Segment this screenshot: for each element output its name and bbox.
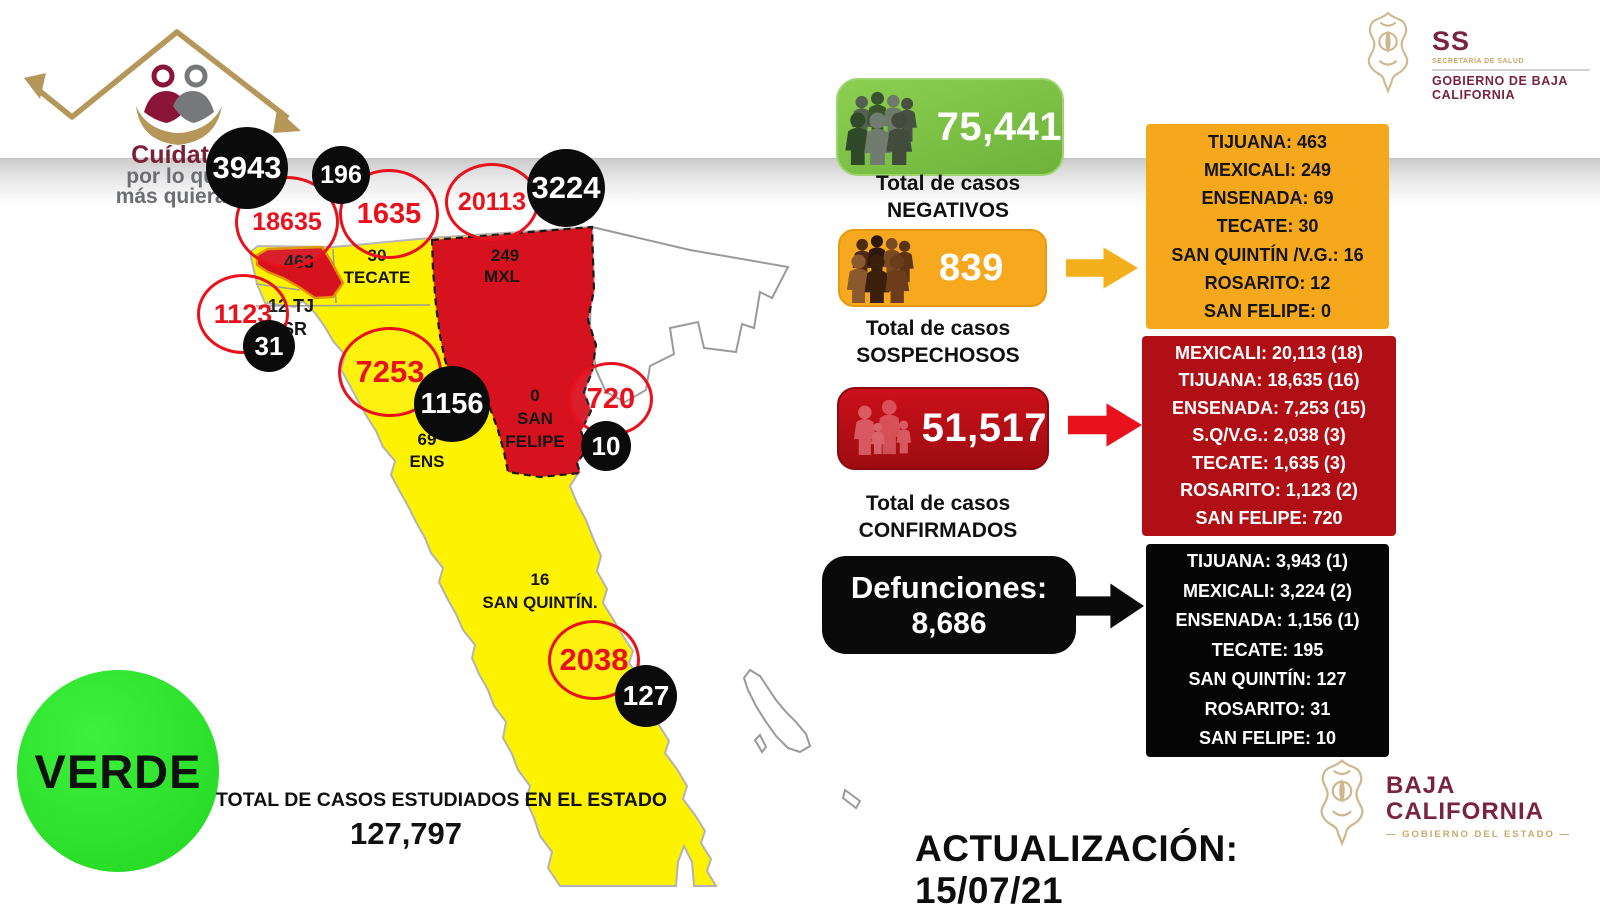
islet-fragment — [753, 733, 768, 754]
people-hands-icon — [136, 64, 222, 145]
badge-deaths-san-quintin: 127 — [615, 665, 677, 727]
ss-gov: GOBIERNO DE BAJA CALIFORNIA — [1432, 74, 1568, 102]
detail-line: SAN QUINTÍN /V.G.: 16 — [1171, 244, 1364, 265]
label-ensenada: ENS — [409, 452, 445, 471]
cuidate-subtitle-1: por lo que — [126, 165, 228, 188]
confirmados-label-1: Total de casos — [865, 492, 1011, 515]
badge-deaths-san-felipe: 10 — [581, 421, 631, 471]
badge-confirmed-mexicali: 20113 — [445, 163, 539, 241]
negativos-label: Total de casos NEGATIVOS — [836, 170, 1060, 224]
detail-line: SAN QUINTÍN: 127 — [1188, 669, 1347, 690]
ss-logo-text: SS SECRETARÍA DE SALUD GOBIERNO DE BAJA … — [1432, 26, 1600, 102]
sospechosos-label: Total de casos SOSPECHOSOS — [826, 315, 1050, 369]
studied-total: TOTAL DE CASOS ESTUDIADOS EN EL ESTADO 1… — [216, 789, 668, 852]
detail-line: TECATE: 195 — [1211, 639, 1324, 660]
region-mexicali-red — [430, 225, 598, 479]
crowd-icon-negativos — [845, 91, 917, 165]
detail-line: SAN FELIPE: 0 — [1203, 301, 1332, 321]
detail-line: TIJUANA: 3,943 (1) — [1186, 551, 1349, 572]
defunciones-label: Defunciones: — [850, 570, 1048, 605]
detail-line: ROSARITO: 31 — [1204, 698, 1331, 719]
detail-line: ROSARITO: 12 — [1204, 272, 1331, 293]
state-crest-icon — [1320, 759, 1364, 845]
sospechosos-label-2: SOSPECHOSOS — [856, 344, 1020, 367]
family-icon-confirmados — [853, 399, 912, 455]
semaforo-label: VERDE — [34, 744, 202, 798]
detail-line: MEXICALI: 249 — [1203, 159, 1332, 180]
update-date: ACTUALIZACIÓN: 15/07/21 — [915, 828, 1239, 904]
detail-line: TECATE: 30 — [1216, 216, 1319, 237]
confirmados-value: 51,517 — [921, 406, 1047, 450]
state-line1: BAJA — [1386, 772, 1456, 799]
confirmados-label-2: CONFIRMADOS — [858, 519, 1018, 542]
badge-confirmed-san-felipe: 720 — [569, 362, 653, 436]
label-san-quintin: SAN QUINTÍN. — [482, 593, 598, 612]
confirmados-detail-box: MEXICALI: 20,113 (18) TIJUANA: 18,635 (1… — [1142, 336, 1396, 536]
badge-confirmed-rosarito: 1123 — [197, 274, 289, 354]
label-mexicali: MXL — [484, 267, 520, 286]
label-san-felipe-1: SAN — [517, 409, 553, 428]
detail-line: SAN FELIPE: 10 — [1198, 728, 1337, 749]
detail-line: TIJUANA: 18,635 (16) — [1178, 370, 1360, 391]
badge-confirmed-tijuana: 18635 — [235, 176, 339, 268]
sospechosos-box: 839 — [838, 229, 1047, 307]
studied-value: 127,797 — [349, 816, 463, 851]
detail-line: S.Q/V.G.: 2,038 (3) — [1192, 425, 1346, 446]
coast-fragment — [841, 788, 862, 810]
crowd-icon-sospechosos — [846, 235, 914, 303]
sospechosos-label-1: Total de casos — [865, 317, 1011, 340]
state-line2: CALIFORNIA — [1386, 798, 1544, 825]
detail-line: SAN FELIPE: 720 — [1195, 507, 1343, 528]
house-heartbeat-icon — [24, 29, 301, 145]
defunciones-box: Defunciones: 8,686 — [822, 556, 1076, 654]
state-logo-text: BAJA CALIFORNIA — GOBIERNO DEL ESTADO — — [1386, 772, 1571, 841]
label-san-felipe-2: FELIPE — [505, 432, 565, 451]
semaforo-verde-circle: VERDE — [17, 670, 219, 872]
ss-dept: SECRETARÍA DE SALUD — [1432, 58, 1524, 65]
island-outline — [742, 668, 812, 754]
cuidate-subtitle-2: más quieras — [115, 185, 239, 208]
label-san-felipe-cases: 0 — [530, 386, 540, 405]
label-san-quintin-cases: 16 — [530, 570, 550, 589]
badge-deaths-ensenada: 1156 — [414, 366, 490, 442]
defunciones-detail-box: TIJUANA: 3,943 (1) MEXICALI: 3,224 (2) E… — [1146, 544, 1389, 757]
ss-abbr: SS — [1432, 26, 1471, 56]
negativos-label-2: NEGATIVOS — [886, 199, 1010, 222]
detail-line: MEXICALI: 20,113 (18) — [1174, 343, 1364, 364]
defunciones-value: 8,686 — [911, 607, 987, 640]
label-tecate: TECATE — [343, 268, 411, 287]
detail-line: TIJUANA: 463 — [1207, 131, 1328, 152]
state-sub: — GOBIERNO DEL ESTADO — — [1386, 829, 1571, 840]
detail-line: ROSARITO: 1,123 (2) — [1180, 480, 1358, 501]
studied-label: TOTAL DE CASOS ESTUDIADOS EN EL ESTADO — [216, 789, 668, 811]
badge-deaths-mexicali: 3224 — [527, 149, 605, 227]
confirmados-label: Total de casos CONFIRMADOS — [826, 490, 1050, 544]
badge-deaths-tecate: 196 — [312, 146, 370, 204]
badge-deaths-rosarito: 31 — [243, 320, 295, 372]
detail-line: MEXICALI: 3,224 (2) — [1182, 580, 1353, 601]
ss-divider — [1432, 69, 1590, 71]
negativos-box: 75,441 — [836, 78, 1064, 176]
confirmados-box: 51,517 — [837, 387, 1049, 470]
label-mexicali-cases: 249 — [490, 246, 520, 265]
negativos-label-1: Total de casos — [875, 172, 1021, 195]
detail-line: ENSENADA: 1,156 (1) — [1175, 610, 1360, 631]
detail-line: ENSENADA: 7,253 (15) — [1171, 397, 1367, 418]
badge-deaths-tijuana: 3943 — [206, 127, 288, 209]
sospechosos-value: 839 — [939, 246, 1004, 289]
detail-line: TECATE: 1,635 (3) — [1192, 452, 1346, 473]
ss-crest-icon — [1367, 11, 1409, 93]
detail-line: ENSENADA: 69 — [1201, 188, 1334, 209]
negativos-value: 75,441 — [936, 104, 1062, 149]
sospechosos-detail-box: TIJUANA: 463 MEXICALI: 249 ENSENADA: 69 … — [1146, 124, 1389, 329]
